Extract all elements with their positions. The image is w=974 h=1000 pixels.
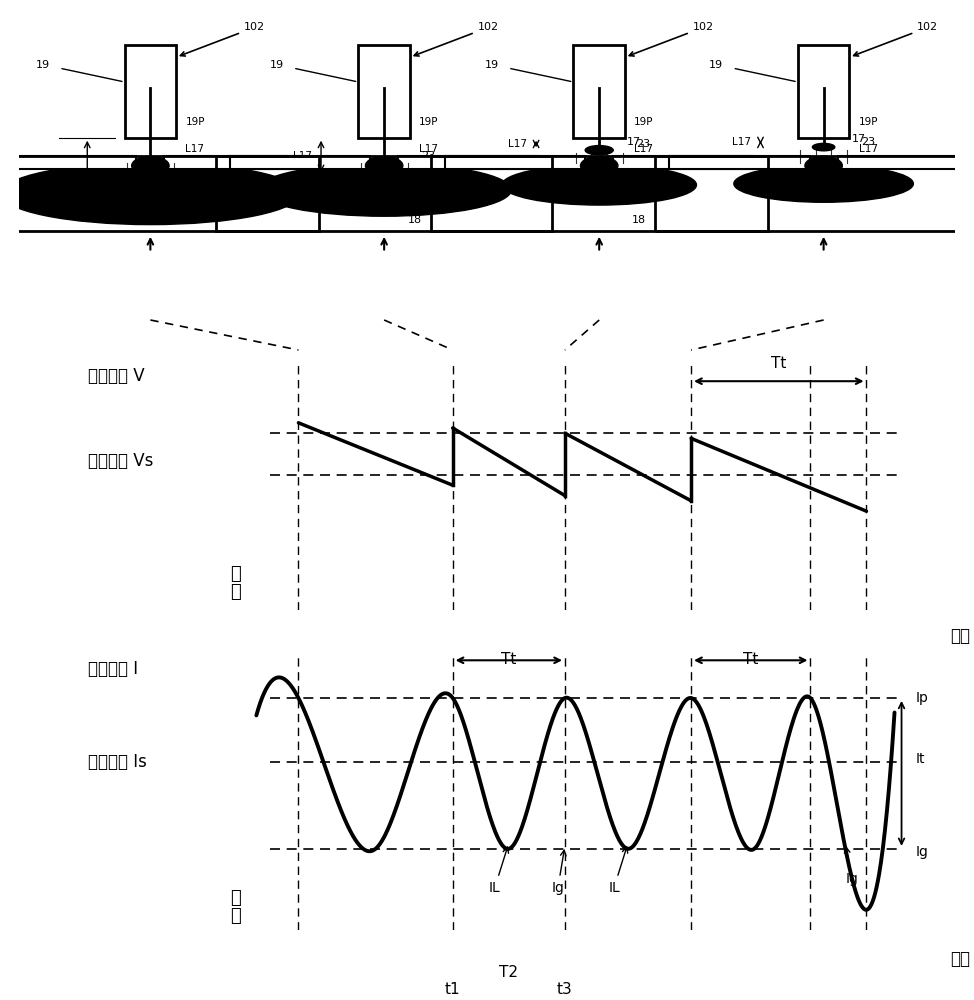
Text: Tt: Tt [743,652,759,667]
Circle shape [360,167,407,183]
Text: It: It [916,752,925,766]
Text: T2: T2 [500,965,518,980]
Text: 19: 19 [709,60,723,70]
Bar [0,156,318,231]
Text: L17: L17 [507,139,527,149]
Text: ～: ～ [230,889,241,907]
Text: Tt: Tt [771,356,786,371]
Text: t3: t3 [557,982,573,997]
Ellipse shape [131,156,169,175]
Text: 19: 19 [36,60,50,70]
Circle shape [123,184,178,203]
Text: 18: 18 [192,215,206,225]
Text: 102: 102 [629,22,714,56]
Bar [230,156,370,169]
Ellipse shape [502,165,696,205]
Text: Ig: Ig [916,845,928,859]
Text: ～: ～ [230,565,241,583]
Text: 设定电压 Vs: 设定电压 Vs [88,452,154,470]
Bar [614,156,754,169]
Text: 17: 17 [412,162,427,172]
Text: 19P: 19P [859,117,879,127]
Text: 18: 18 [407,215,422,225]
Text: L17: L17 [732,137,751,147]
Text: 19P: 19P [419,117,438,127]
Text: 102: 102 [414,22,499,56]
Text: Tt: Tt [502,652,516,667]
Text: Ig: Ig [844,847,858,886]
Bar [838,156,974,169]
Text: L17: L17 [634,144,654,154]
Text: 焊接电流 I: 焊接电流 I [88,660,138,678]
Bar [216,156,552,231]
Text: 23: 23 [861,137,876,147]
Text: 102: 102 [853,22,938,56]
Bar [358,45,410,138]
Text: 焊接电压 V: 焊接电压 V [88,367,145,385]
Text: L17: L17 [58,161,78,171]
Text: 时间: 时间 [951,950,971,968]
Bar [656,156,974,231]
Text: IL: IL [489,847,508,895]
Circle shape [812,143,835,151]
Text: 102: 102 [180,22,265,56]
Ellipse shape [805,156,843,175]
Text: 时间: 时间 [951,627,971,645]
Text: L17: L17 [292,151,312,161]
Text: ～: ～ [230,583,241,601]
Bar [798,45,849,138]
Text: L17: L17 [185,144,205,154]
Bar [574,45,625,138]
Text: 19: 19 [484,60,499,70]
Text: Ig: Ig [551,850,566,895]
Text: 设定电流 Is: 设定电流 Is [88,753,147,771]
Bar [445,156,585,169]
Bar [669,156,809,169]
Text: 19P: 19P [634,117,654,127]
Ellipse shape [733,165,914,202]
Text: 19P: 19P [185,117,205,127]
Bar [431,156,768,231]
Bar [125,45,176,138]
Text: 18: 18 [632,215,646,225]
Ellipse shape [365,156,403,175]
Text: 17: 17 [851,134,866,144]
Circle shape [585,146,614,155]
Bar [398,156,539,169]
Text: L17: L17 [859,144,878,154]
Bar [0,156,136,169]
Ellipse shape [581,156,618,175]
Text: IL: IL [608,847,627,895]
Text: Ip: Ip [916,691,928,705]
Text: 17: 17 [178,180,193,190]
Text: 23: 23 [422,151,435,161]
Text: 17: 17 [627,137,642,147]
Ellipse shape [1,163,300,225]
Text: 23: 23 [637,139,651,149]
Bar [165,156,305,169]
Text: L17: L17 [419,144,438,154]
Text: 19: 19 [270,60,283,70]
Text: t1: t1 [445,982,461,997]
Ellipse shape [257,164,511,216]
Text: ～: ～ [230,906,241,924]
